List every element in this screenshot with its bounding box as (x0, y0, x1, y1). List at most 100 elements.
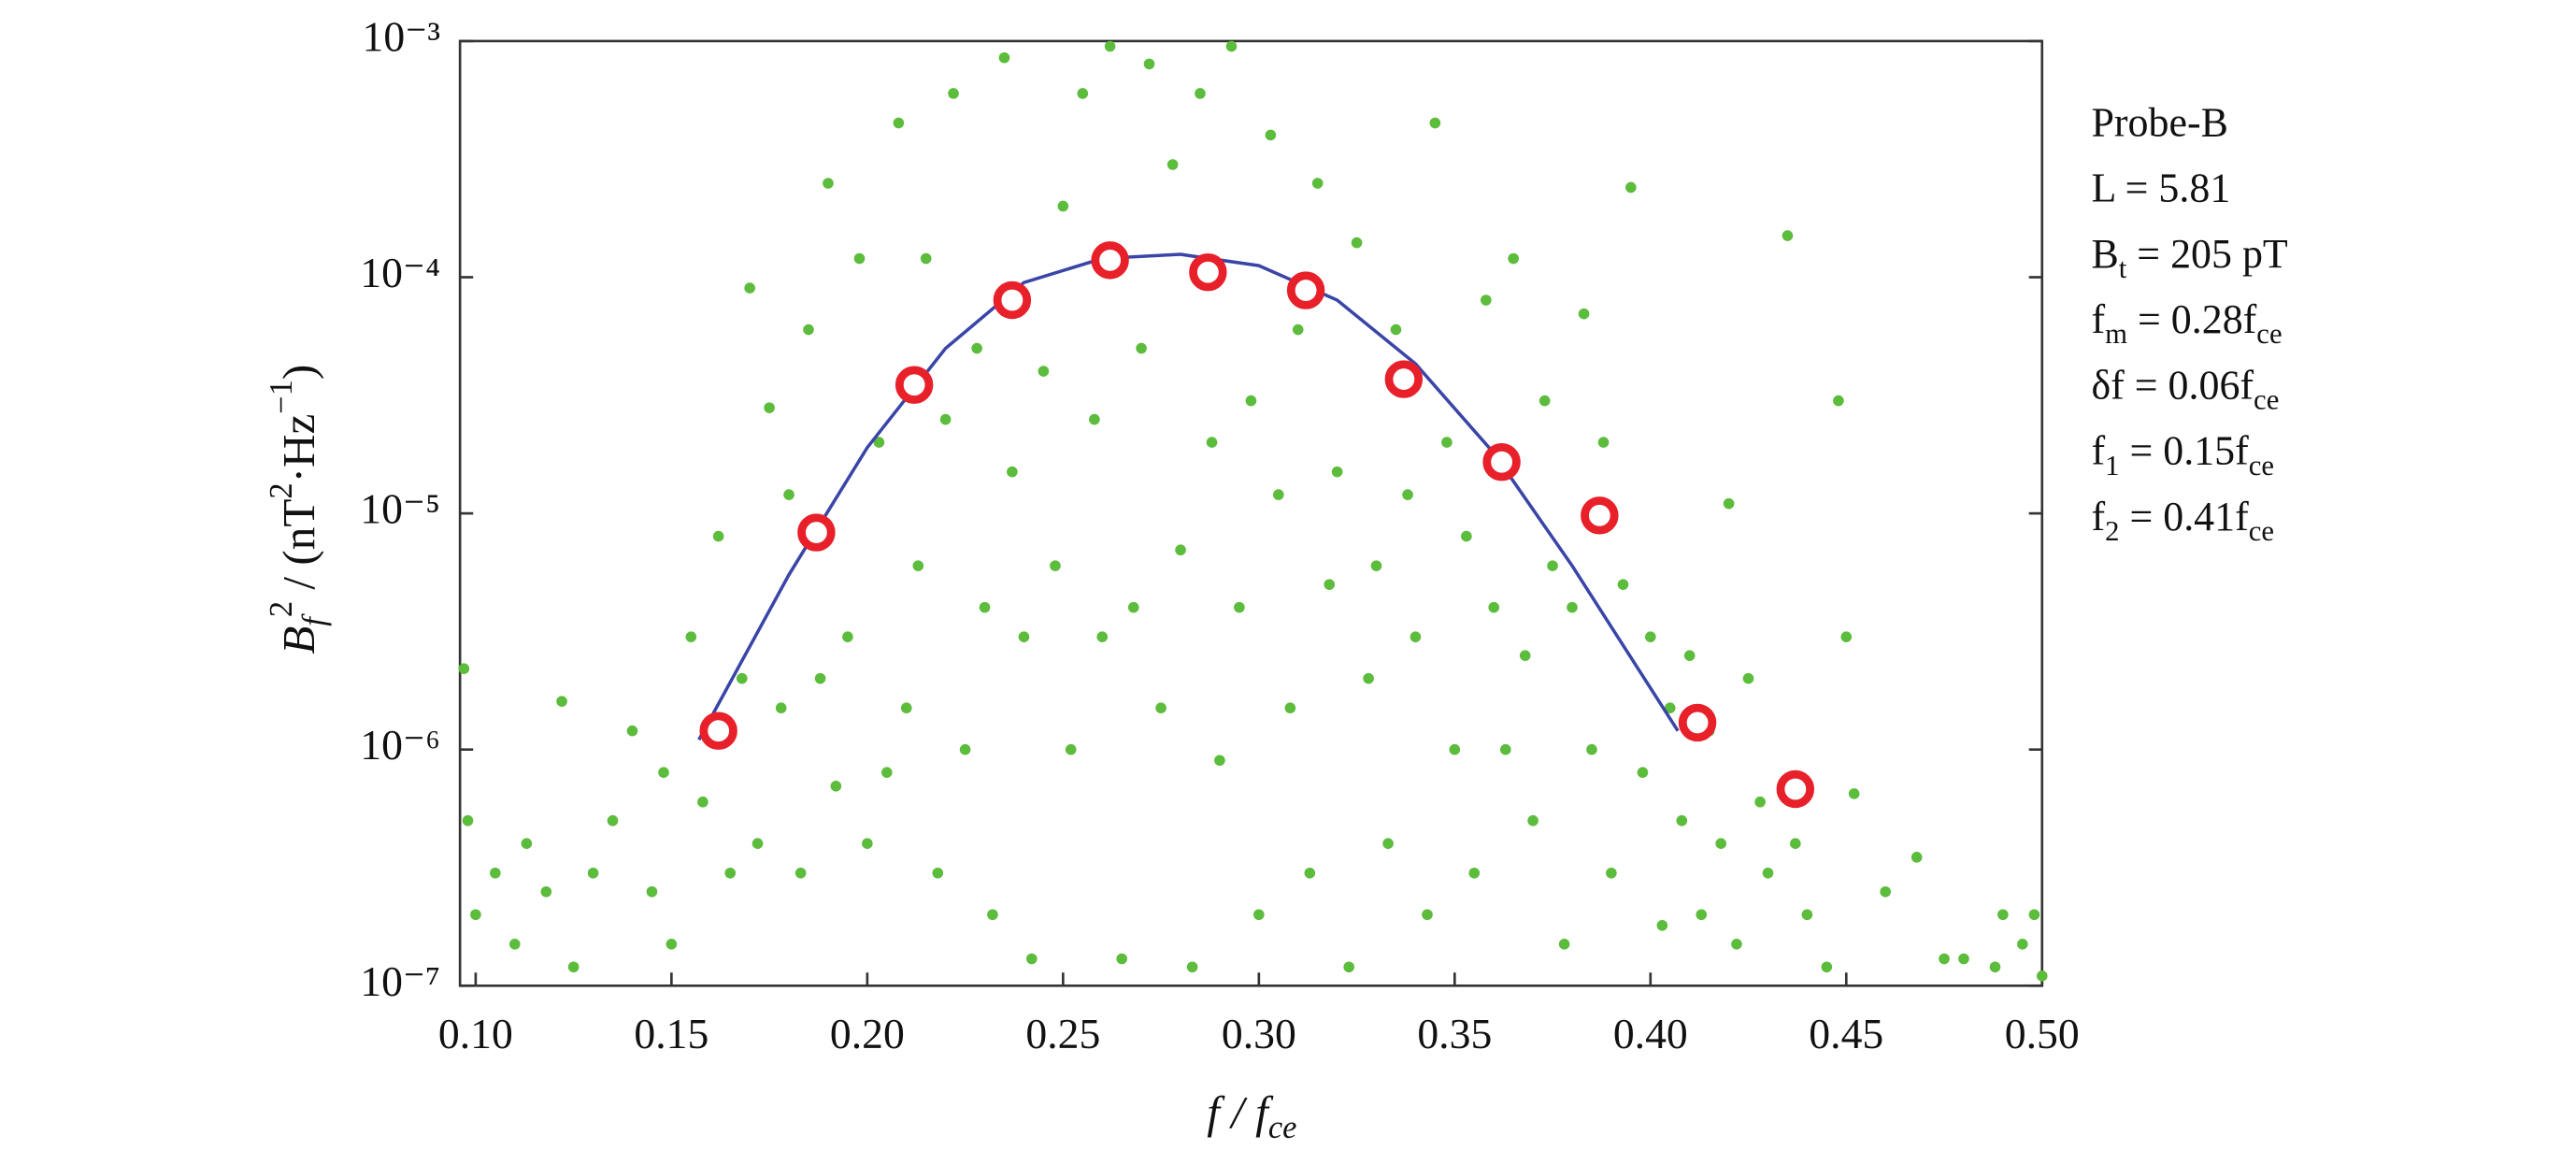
data-point (1214, 755, 1225, 767)
data-point (1441, 437, 1453, 448)
data-point (1324, 579, 1336, 590)
label-part: ce (2256, 318, 2282, 350)
label-part: 2 (264, 601, 299, 617)
data-point (1664, 702, 1676, 714)
data-point (971, 342, 982, 354)
x-tick-label: 0.10 (438, 1010, 513, 1057)
fit-line (697, 252, 1680, 741)
data-point (1519, 650, 1531, 661)
y-tick-label: 10⁻⁵ (360, 485, 440, 533)
data-point (1089, 413, 1100, 425)
y-axis-label: Bf2 / (nT2·Hz−1) (264, 365, 332, 654)
data-point (697, 796, 708, 808)
data-point (1997, 909, 2009, 921)
data-point (1848, 788, 1860, 799)
mean-marker (1678, 703, 1717, 742)
mean-marker (894, 366, 934, 404)
data-point (1754, 796, 1766, 808)
data-point (1077, 88, 1089, 99)
data-point (1586, 743, 1597, 755)
x-axis-label: f / fce (1207, 1086, 1296, 1145)
data-point (1206, 437, 1218, 448)
data-point (862, 838, 873, 850)
data-point (932, 867, 944, 879)
annotation: f2 = 0.41fce (2091, 494, 2274, 547)
data-point (1762, 867, 1774, 879)
data-point (1958, 953, 1969, 965)
label-part: = 0.15f (2120, 428, 2250, 474)
data-point (646, 885, 658, 898)
x-tick-label: 0.25 (1025, 1010, 1100, 1057)
data-point (1038, 366, 1050, 377)
data-point (1801, 909, 1813, 921)
data-point (556, 696, 567, 707)
label-part: / (nT (273, 499, 324, 601)
data-point (1939, 953, 1950, 965)
label-part: Probe-B (2091, 99, 2227, 145)
y-tick-label: 10⁻⁶ (360, 721, 440, 769)
data-point (1429, 117, 1441, 129)
data-point (1821, 961, 1833, 973)
annotation: δf = 0.06fce (2091, 363, 2279, 416)
annotation: Probe-B (2091, 99, 2227, 145)
data-point (1644, 631, 1656, 642)
data-point (1331, 466, 1343, 478)
data-point (540, 885, 552, 898)
data-point (998, 51, 1010, 64)
data-point (1676, 814, 1688, 827)
data-point (712, 530, 724, 542)
data-point (893, 117, 905, 129)
data-point (1272, 489, 1284, 500)
label-part: = 205 pT (2126, 231, 2288, 277)
data-point (2036, 970, 2048, 982)
data-point (521, 838, 533, 850)
label-part: L = 5.81 (2091, 165, 2230, 211)
data-point (1422, 909, 1433, 921)
data-point (814, 672, 826, 684)
data-point (979, 601, 991, 613)
data-point (1136, 342, 1147, 354)
data-point (607, 814, 619, 827)
data-point (1597, 437, 1610, 448)
data-point (873, 437, 885, 448)
data-point (724, 867, 737, 879)
data-point (744, 282, 755, 294)
mean-marker (1482, 442, 1521, 482)
data-point (1018, 631, 1030, 642)
data-point (1410, 631, 1422, 642)
data-point (1449, 743, 1461, 755)
label-part: f (296, 613, 332, 626)
plot-frame (458, 39, 2044, 987)
data-point (1065, 743, 1077, 755)
data-point (1790, 838, 1801, 850)
data-point (1461, 530, 1472, 542)
data-point (1284, 702, 1296, 714)
data-point (1911, 852, 1923, 863)
data-point (1370, 560, 1382, 571)
data-point (1723, 497, 1735, 510)
data-point (1578, 308, 1590, 320)
label-part: 2 (2105, 515, 2119, 547)
data-point (2017, 939, 2028, 950)
label-part: 1 (2105, 450, 2119, 482)
data-point (736, 672, 748, 684)
label-part: −1 (264, 380, 299, 414)
data-point (842, 631, 853, 642)
data-point (1782, 230, 1794, 241)
annotation: fm = 0.28fce (2091, 296, 2282, 350)
data-point (1175, 544, 1186, 556)
label-part: ce (2249, 450, 2274, 482)
data-point (567, 961, 580, 973)
y-tick-label: 10⁻⁷ (360, 957, 440, 1005)
x-tick-label: 0.35 (1417, 1010, 1492, 1057)
data-point (1253, 909, 1265, 921)
data-point (1265, 129, 1277, 141)
data-point (1382, 838, 1394, 850)
data-point (1026, 953, 1038, 965)
x-tick-label: 0.50 (2005, 1010, 2080, 1057)
mean-marker (1384, 360, 1424, 398)
data-point (462, 814, 474, 827)
data-point (1050, 560, 1061, 571)
data-point (987, 909, 998, 921)
data-point (1527, 814, 1538, 827)
